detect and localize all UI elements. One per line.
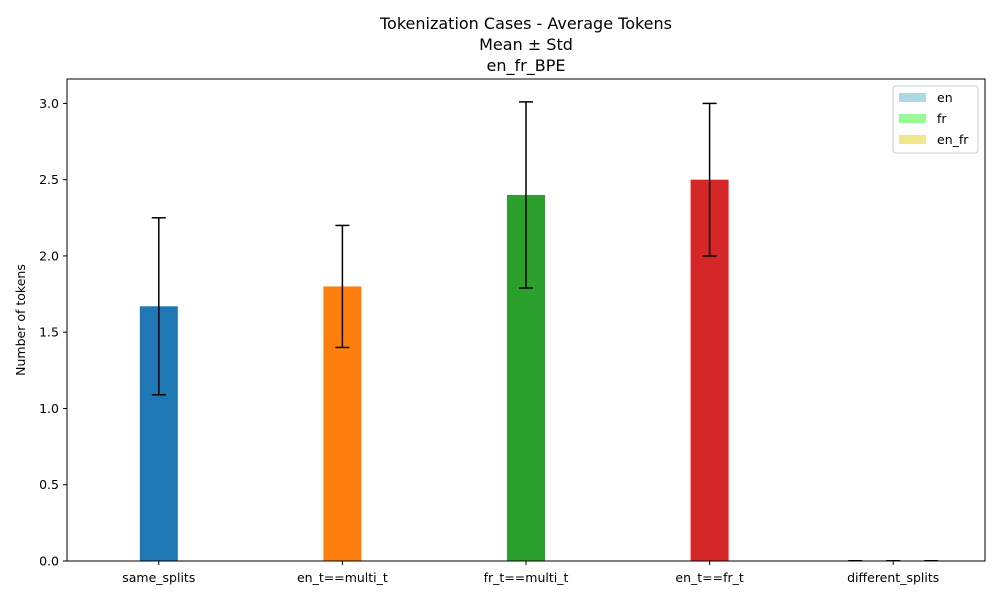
x-tick-label-same_splits: same_splits [122, 570, 195, 585]
legend: en fr en_fr [892, 85, 979, 154]
title-line-1: Tokenization Cases - Average Tokens [379, 14, 672, 33]
y-tick-label: 0.5 [39, 477, 59, 492]
legend-label-en: en [937, 90, 953, 105]
legend-swatch-en [899, 93, 926, 102]
y-tick-label: 2.0 [39, 248, 59, 263]
x-tick-label-en_t==fr_t: en_t==fr_t [675, 570, 744, 585]
x-axis: same_splits en_t==multi_t fr_t==multi_t en_… [122, 561, 939, 585]
title-line-3: en_fr_BPE [487, 56, 566, 76]
title-line-2: Mean ± Std [479, 35, 573, 54]
y-tick-label: 1.0 [39, 401, 59, 416]
legend-label-fr: fr [937, 111, 947, 126]
error-bars [151, 101, 939, 561]
legend-swatch-fr [899, 114, 926, 123]
y-tick-label: 3.0 [39, 96, 59, 111]
x-tick-label-different_splits: different_splits [847, 570, 939, 585]
legend-swatch-en_fr [899, 135, 926, 144]
x-tick-label-fr_t==multi_t: fr_t==multi_t [484, 570, 569, 585]
chart-title: Tokenization Cases - Average Tokens Mean … [379, 14, 672, 76]
y-axis: 0.0 0.5 1.0 1.5 2.0 2.5 3.0 [39, 96, 67, 569]
bars [139, 179, 729, 561]
y-tick-label: 0.0 [39, 554, 59, 569]
y-tick-label: 2.5 [39, 172, 59, 187]
y-axis-label: Number of tokens [13, 264, 28, 376]
y-tick-label: 1.5 [39, 325, 59, 340]
legend-label-en_fr: en_fr [937, 132, 969, 147]
x-tick-label-en_t==multi_t: en_t==multi_t [297, 570, 388, 585]
